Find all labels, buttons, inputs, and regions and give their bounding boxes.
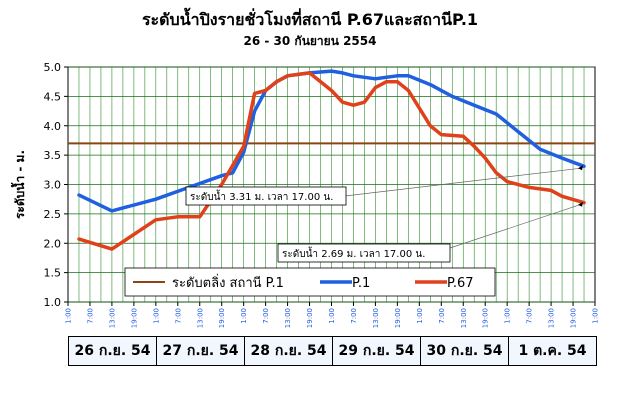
annotation-leader-line xyxy=(449,204,581,249)
y-tick-label: 4.0 xyxy=(44,120,62,133)
day-label: 27 ก.ย. 54 xyxy=(157,337,245,365)
x-tick-label: 7:00 xyxy=(438,308,446,324)
y-tick-label: 2.5 xyxy=(44,208,62,221)
y-tick-label: 3.5 xyxy=(44,149,62,162)
legend-label: P.67 xyxy=(447,276,474,291)
chart-title: ระดับน้ำปิงรายชั่วโมงที่สถานี P.67และสถา… xyxy=(141,10,479,29)
x-tick-label: 19:00 xyxy=(130,308,138,328)
y-tick-label: 1.0 xyxy=(44,296,62,309)
x-tick-label: 19:00 xyxy=(570,308,578,328)
x-tick-label: 1:00 xyxy=(416,308,424,324)
x-tick-label: 19:00 xyxy=(394,308,402,328)
y-tick-label: 3.0 xyxy=(44,179,62,192)
x-tick-label: 1:00 xyxy=(240,308,248,324)
x-tick-label: 19:00 xyxy=(482,308,490,328)
x-tick-label: 7:00 xyxy=(526,308,534,324)
arrowhead xyxy=(578,201,584,207)
day-label: 29 ก.ย. 54 xyxy=(333,337,421,365)
day-label: 28 ก.ย. 54 xyxy=(245,337,333,365)
x-tick-label: 7:00 xyxy=(262,308,270,324)
y-tick-label: 5.0 xyxy=(44,61,62,74)
annotation-label: ระดับน้ำ 2.69 ม. เวลา 17.00 น. xyxy=(282,246,425,260)
y-tick-label: 4.5 xyxy=(44,90,62,103)
day-label: 1 ต.ค. 54 xyxy=(518,343,587,359)
x-tick-label: 1:00 xyxy=(592,308,600,324)
x-tick-label: 1:00 xyxy=(65,308,73,324)
day-label: 26 ก.ย. 54 xyxy=(69,337,157,365)
x-tick-label: 13:00 xyxy=(460,308,468,328)
x-tick-label: 7:00 xyxy=(350,308,358,324)
series-line-p67 xyxy=(77,71,586,251)
x-tick-label: 13:00 xyxy=(372,308,380,328)
legend xyxy=(124,267,496,297)
x-tick-label: 1:00 xyxy=(504,308,512,324)
x-tick-label: 13:00 xyxy=(196,308,204,328)
y-axis-label: ระดับน้ำ - ม. xyxy=(10,150,27,219)
annotation-label: ระดับน้ำ 3.31 ม. เวลา 17.00 น. xyxy=(190,189,333,203)
x-tick-label: 7:00 xyxy=(86,308,94,324)
y-tick-label: 2.0 xyxy=(44,237,62,250)
chart-subtitle: 26 - 30 กันยายน 2554 xyxy=(243,34,377,48)
day-label-row: 26 ก.ย. 54 27 ก.ย. 54 28 ก.ย. 54 29 ก.ย.… xyxy=(68,336,597,366)
x-tick-label: 1:00 xyxy=(152,308,160,324)
series-line-p1 xyxy=(77,69,586,213)
x-tick-label: 13:00 xyxy=(548,308,556,328)
legend-label: ระดับตลิ่ง สถานี P.1 xyxy=(172,274,284,291)
legend-label: P.1 xyxy=(352,276,370,291)
x-tick-label: 7:00 xyxy=(174,308,182,324)
x-tick-label: 19:00 xyxy=(306,308,314,328)
y-tick-label: 1.5 xyxy=(44,267,62,280)
arrowhead xyxy=(578,165,584,171)
annotation-leader-line xyxy=(344,167,581,197)
annotation-box xyxy=(185,186,347,206)
annotation-box xyxy=(277,243,451,263)
day-label: 30 ก.ย. 54 xyxy=(421,337,509,365)
x-tick-label: 1:00 xyxy=(328,308,336,324)
x-tick-label: 19:00 xyxy=(218,308,226,328)
x-tick-label: 13:00 xyxy=(108,308,116,328)
x-tick-label: 13:00 xyxy=(284,308,292,328)
